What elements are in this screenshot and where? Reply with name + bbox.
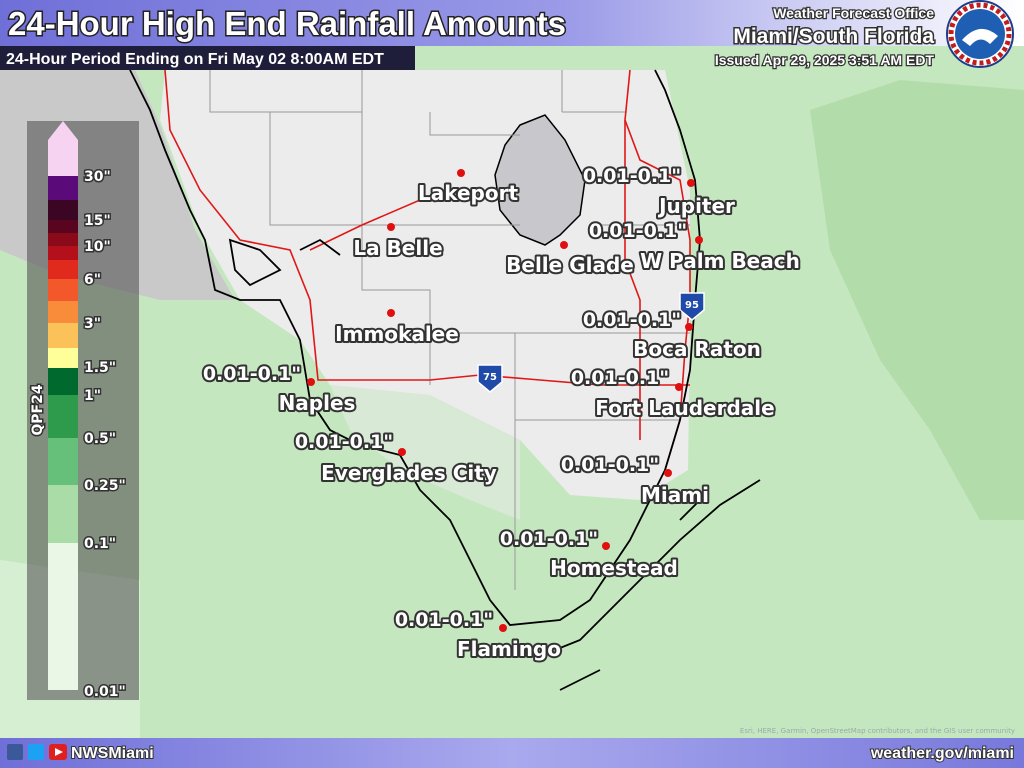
city-dot [602, 542, 610, 550]
legend-bg [27, 121, 139, 700]
office: Miami/South Florida [733, 25, 934, 48]
legend-band [48, 368, 78, 395]
legend-label: 30" [84, 169, 111, 185]
city-dot [664, 469, 672, 477]
city-name: Immokalee [335, 322, 459, 346]
county-lines [209, 70, 690, 590]
land-fade [330, 385, 520, 520]
legend-label: 10" [84, 239, 111, 255]
shade-east [810, 80, 1024, 520]
legend-label: 0.01" [84, 684, 126, 700]
legend-band [48, 233, 78, 246]
legend-band [48, 395, 78, 438]
rain-amount: 0.01-0.1" [571, 367, 669, 389]
rain-amount: 0.01-0.1" [295, 431, 393, 453]
legend-label: 0.5" [84, 431, 116, 447]
footer: NWSMiami weather.gov/miami [0, 738, 1024, 768]
legend-label: 1" [84, 388, 101, 404]
city-name: Belle Glade [506, 253, 634, 277]
rain-amount: 0.01-0.1" [500, 528, 598, 550]
city-name: Boca Raton [633, 337, 761, 361]
footer-bar [0, 738, 1024, 768]
social-handle[interactable]: NWSMiami [70, 744, 155, 763]
city-dot [695, 236, 703, 244]
nws-logo-mark [962, 28, 998, 46]
city-name: Flamingo [457, 637, 561, 661]
city-dot [675, 383, 683, 391]
city-dot [687, 179, 695, 187]
office-line: Weather Forecast Office [773, 5, 934, 21]
header: 24-Hour High End Rainfall Amounts Weathe… [0, 0, 1024, 70]
website[interactable]: weather.gov/miami [869, 744, 1015, 763]
city-dot [307, 378, 315, 386]
attribution: Esri, HERE, Garmin, OpenStreetMap contri… [740, 727, 1015, 735]
city-name: Jupiter [657, 194, 735, 218]
city-name: Everglades City [321, 461, 497, 485]
city-name: W Palm Beach [640, 249, 800, 273]
city-dot [398, 448, 406, 456]
city-name: Homestead [550, 556, 678, 580]
issued: Issued Apr 29, 2025 3:51 AM EDT [715, 52, 935, 68]
legend-band [48, 200, 78, 220]
shield [477, 364, 503, 393]
legend-label: 0.25" [84, 478, 126, 494]
highway-label: 95 [685, 300, 699, 311]
legend: QPF24 30" 15" 10" 6" 3" 1.5" 1" 0.5" 0.2… [27, 121, 139, 702]
city-name: Naples [279, 391, 356, 415]
twitter-icon[interactable] [28, 744, 44, 760]
legend-band [48, 438, 78, 485]
legend-band [48, 121, 78, 176]
city-name: Miami [641, 483, 709, 507]
highway-shields: 75 95 [477, 292, 705, 393]
rain-amount: 0.01-0.1" [583, 309, 681, 331]
highway-label: 75 [483, 372, 497, 383]
facebook-icon[interactable] [7, 744, 23, 760]
city-dot [499, 624, 507, 632]
rain-amount: 0.01-0.1" [589, 220, 687, 242]
legend-title: QPF24 [30, 384, 46, 435]
lake-okeechobee [494, 114, 586, 246]
city-dot [387, 223, 395, 231]
legend-label: 3" [84, 316, 101, 332]
city-dot [387, 309, 395, 317]
places: Lakeport La Belle Belle Glade Immokalee Jupi… [201, 163, 802, 663]
city-name: La Belle [353, 236, 442, 260]
rain-amount: 0.01-0.1" [583, 165, 681, 187]
legend-label: 6" [84, 272, 101, 288]
city-name: Fort Lauderdale [595, 396, 774, 420]
city-dot [685, 323, 693, 331]
city-name: Lakeport [418, 181, 518, 205]
legend-band [48, 246, 78, 260]
legend-band [48, 543, 78, 690]
legend-label: 15" [84, 213, 111, 229]
legend-label: 1.5" [84, 360, 116, 376]
roads [164, 69, 691, 471]
nws-logo-ring [948, 2, 1012, 66]
rain-amount: 0.01-0.1" [561, 454, 659, 476]
legend-band [48, 176, 78, 200]
legend-band [48, 279, 78, 301]
legend-band [48, 220, 78, 233]
legend-band [48, 301, 78, 323]
city-dot [560, 241, 568, 249]
legend-band [48, 348, 78, 368]
coastline [129, 69, 761, 691]
map: 75 95 Esri, HERE, Garmin, OpenStreetMap … [0, 69, 1024, 738]
shield [679, 292, 705, 321]
subtitle-bar [0, 46, 415, 70]
youtube-play [55, 748, 63, 756]
legend-band [48, 323, 78, 348]
rain-amount: 0.01-0.1" [203, 363, 301, 385]
header-bar [0, 0, 1024, 46]
legend-band [48, 485, 78, 543]
subtitle: 24-Hour Period Ending on Fri May 02 8:00… [6, 51, 384, 68]
legend-label: 0.1" [84, 536, 116, 552]
city-dot [457, 169, 465, 177]
title: 24-Hour High End Rainfall Amounts [8, 5, 566, 42]
rain-amount: 0.01-0.1" [395, 609, 493, 631]
legend-band [48, 260, 78, 279]
